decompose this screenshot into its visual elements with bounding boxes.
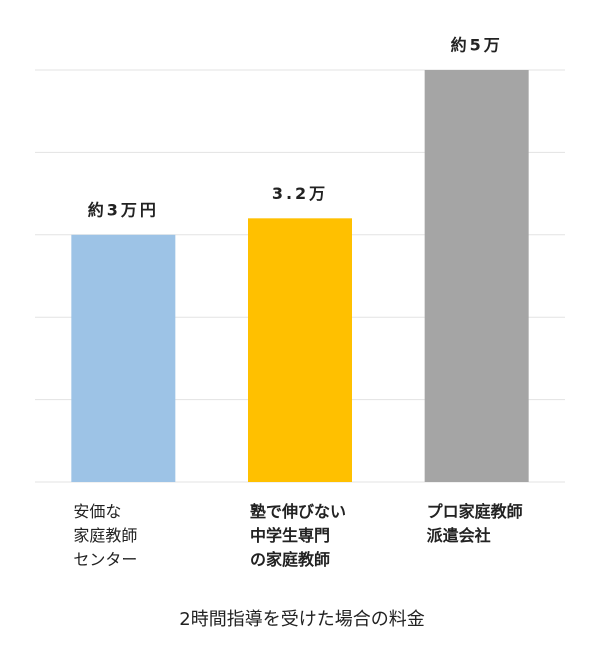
category-label: 安価な家庭教師センター [73, 502, 137, 569]
bar [424, 70, 529, 482]
category-label: 塾で伸びない中学生専門の家庭教師 [250, 502, 346, 569]
value-label: 3.2万 [272, 184, 328, 203]
category-line: プロ家庭教師 [427, 502, 523, 521]
bar [71, 234, 176, 482]
category-line: 派遣会社 [427, 526, 491, 545]
category-line: 塾で伸びない [250, 502, 346, 521]
x-axis-label: 2時間指導を受けた場合の料金 [179, 609, 424, 630]
category-label: プロ家庭教師派遣会社 [427, 502, 523, 545]
category-line: 安価な [73, 502, 121, 521]
bar [248, 218, 352, 482]
category-line: センター [73, 550, 137, 569]
category-line: 家庭教師 [73, 526, 137, 545]
value-label: 約3万円 [88, 200, 159, 219]
value-label: 約5万 [451, 36, 503, 55]
category-line: 中学生専門 [250, 526, 330, 545]
category-line: の家庭教師 [250, 550, 330, 569]
